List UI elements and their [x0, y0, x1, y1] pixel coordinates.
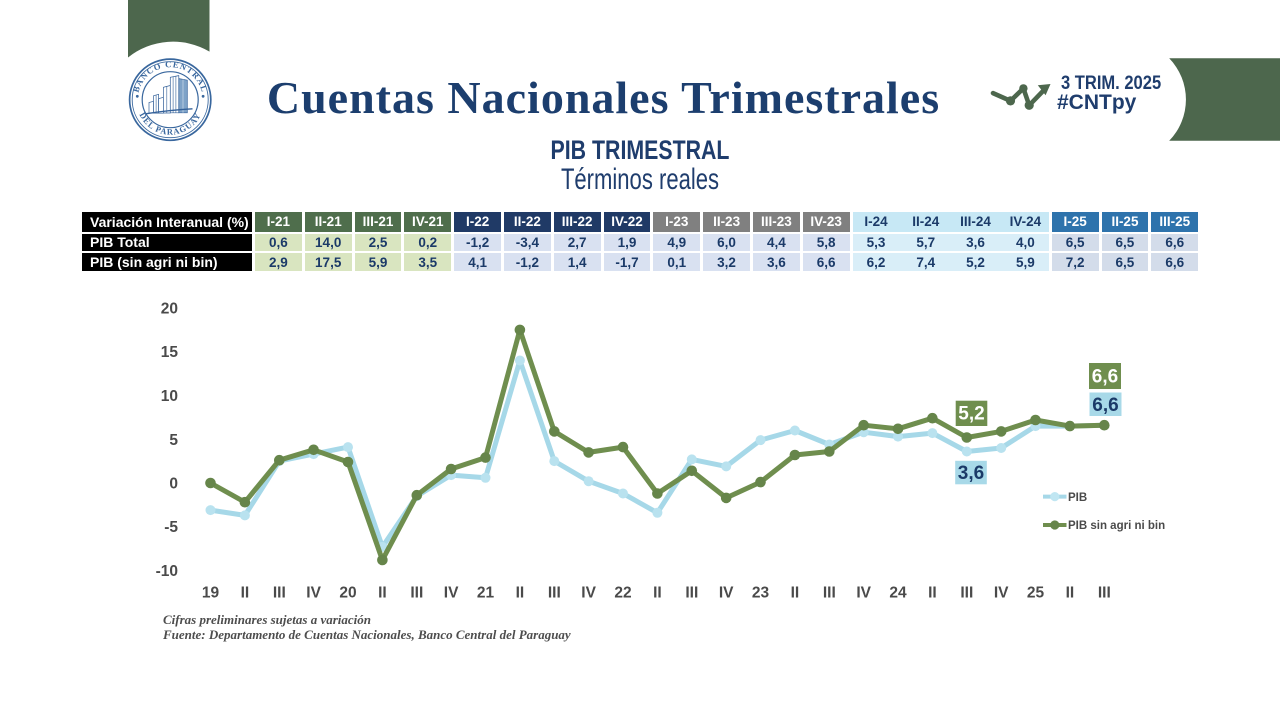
svg-text:22: 22 — [614, 585, 631, 602]
svg-text:II: II — [653, 585, 662, 602]
svg-text:II: II — [791, 585, 800, 602]
svg-text:15: 15 — [161, 344, 179, 361]
svg-text:24: 24 — [889, 585, 907, 602]
svg-text:II: II — [1066, 585, 1075, 602]
svg-text:IV: IV — [719, 585, 734, 602]
svg-text:5: 5 — [169, 432, 178, 449]
svg-text:IV: IV — [444, 585, 459, 602]
svg-text:III: III — [410, 585, 423, 602]
svg-text:6,6: 6,6 — [1092, 395, 1118, 416]
svg-text:23: 23 — [752, 585, 770, 602]
svg-text:III: III — [1098, 585, 1111, 602]
svg-text:0: 0 — [169, 476, 178, 493]
svg-text:21: 21 — [477, 585, 495, 602]
svg-text:20: 20 — [339, 585, 356, 602]
svg-text:II: II — [241, 585, 250, 602]
svg-text:PIB: PIB — [1068, 492, 1087, 504]
svg-text:III: III — [273, 585, 286, 602]
svg-text:II: II — [516, 585, 525, 602]
svg-text:IV: IV — [306, 585, 321, 602]
svg-text:III: III — [685, 585, 698, 602]
svg-text:III: III — [823, 585, 836, 602]
svg-text:II: II — [928, 585, 937, 602]
svg-text:PIB sin agri ni bin: PIB sin agri ni bin — [1068, 520, 1165, 532]
svg-text:5,2: 5,2 — [958, 404, 984, 425]
svg-text:IV: IV — [856, 585, 871, 602]
svg-text:II: II — [378, 585, 387, 602]
svg-text:19: 19 — [202, 585, 220, 602]
svg-text:25: 25 — [1027, 585, 1045, 602]
svg-text:10: 10 — [161, 388, 178, 405]
svg-text:IV: IV — [994, 585, 1009, 602]
svg-text:-10: -10 — [156, 563, 178, 580]
svg-text:IV: IV — [581, 585, 596, 602]
svg-text:3,6: 3,6 — [958, 463, 984, 484]
svg-text:20: 20 — [161, 301, 178, 318]
svg-text:-5: -5 — [164, 519, 178, 536]
svg-text:6,6: 6,6 — [1092, 367, 1118, 388]
svg-text:III: III — [960, 585, 973, 602]
svg-text:III: III — [548, 585, 561, 602]
